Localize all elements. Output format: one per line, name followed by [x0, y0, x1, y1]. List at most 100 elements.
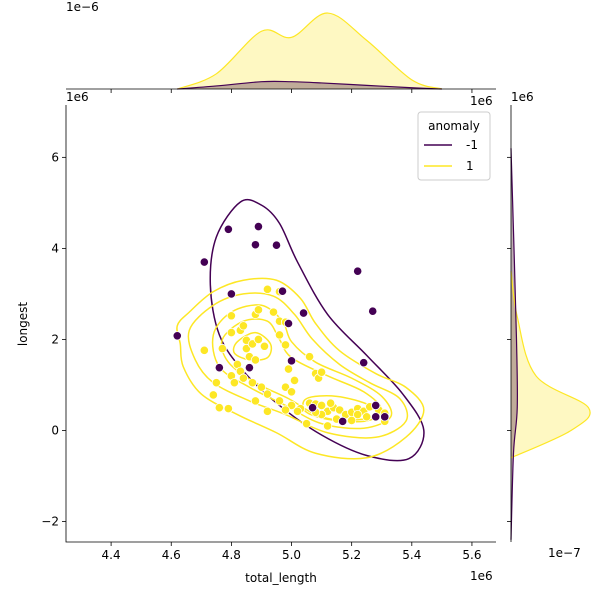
marginal-x-ticks — [110, 89, 473, 93]
x-axis-label: total_length — [245, 571, 317, 585]
scatter-point-minus1 — [338, 416, 348, 426]
y-tick-label: 2 — [51, 332, 59, 346]
scatter-point-1 — [256, 382, 267, 392]
scatter-point-1 — [223, 404, 233, 414]
marginal-y-offset-label: 1e−7 — [548, 546, 581, 560]
kde-contour-1 — [232, 331, 273, 362]
y-tick-label: 0 — [51, 423, 59, 437]
scatter-point-minus1 — [307, 403, 318, 413]
scatter-point-1 — [283, 364, 294, 374]
scatter-point-minus1 — [214, 363, 224, 373]
y-axis-ticks: −2 0 2 4 6 — [41, 150, 66, 529]
scatter-point-minus1 — [371, 400, 381, 411]
scatter-point-1 — [274, 396, 285, 406]
scatter-point-1 — [247, 378, 258, 388]
right-marginal-panel: 1e6 1e−7 — [507, 90, 591, 560]
scatter-point-minus1 — [359, 358, 369, 368]
scatter-point-1 — [316, 367, 327, 377]
y-tick-label: −2 — [41, 515, 59, 529]
scatter-point-1 — [274, 330, 285, 340]
scatter-point-minus1 — [371, 412, 381, 422]
y-axis-offset-label: 1e6 — [66, 90, 89, 104]
marginal-y-ticks — [507, 156, 511, 522]
legend-frame — [417, 111, 491, 181]
legend-label-1: 1 — [466, 159, 474, 173]
scatter-point-minus1 — [380, 412, 390, 422]
scatter-points — [172, 221, 390, 431]
marginal-y-fill-1 — [511, 271, 591, 458]
scatter-point-1 — [238, 373, 249, 383]
scatter-point-1 — [226, 328, 236, 338]
kde-contour-minus1 — [209, 198, 425, 462]
marginal-y-extra-offset-label: 1e6 — [511, 90, 534, 104]
scatter-point-1 — [316, 400, 327, 411]
scatter-point-1 — [286, 387, 297, 397]
scatter-point-1 — [214, 403, 224, 413]
scatter-point-1 — [262, 389, 273, 399]
x-axis-offset-label: 1e6 — [470, 569, 493, 583]
scatter-point-1 — [259, 341, 270, 351]
scatter-point-1 — [238, 321, 249, 331]
x-axis-ticks: 4.4 4.6 4.8 5.0 5.2 5.4 5.6 — [102, 542, 481, 562]
scatter-point-minus1 — [253, 221, 264, 232]
x-tick-label: 5.6 — [462, 548, 481, 562]
scatter-point-1 — [250, 355, 261, 365]
marginal-y-fill-minus1 — [511, 148, 518, 540]
scatter-point-1 — [268, 307, 279, 317]
scatter-point-minus1 — [199, 257, 209, 267]
scatter-point-1 — [323, 421, 333, 431]
marginal-x-fill-1 — [177, 13, 442, 89]
scatter-point-minus1 — [298, 308, 309, 318]
x-tick-label: 4.4 — [102, 548, 121, 562]
scatter-point-1 — [262, 406, 273, 416]
legend: anomaly -1 1 — [417, 111, 491, 181]
y-tick-label: 6 — [51, 150, 59, 164]
main-axes-spines — [65, 105, 496, 543]
marginal-y-line-1 — [510, 271, 591, 459]
scatter-point-minus1 — [277, 286, 288, 296]
scatter-point-1 — [280, 340, 291, 350]
scatter-point-1 — [347, 415, 357, 426]
scatter-point-minus1 — [223, 224, 233, 234]
top-marginal-axis-offset-label: 1e6 — [470, 94, 493, 108]
main-plot-panel: 4.4 4.6 4.8 5.0 5.2 5.4 5.6 −2 0 2 4 6 total_lengt… — [16, 90, 496, 585]
scatter-point-1 — [199, 345, 209, 355]
marginal-y-line-minus1 — [510, 148, 519, 540]
scatter-point-minus1 — [368, 306, 378, 316]
scatter-point-minus1 — [286, 356, 297, 366]
kde-contour-1 — [176, 277, 425, 460]
x-tick-label: 5.2 — [342, 548, 361, 562]
x-tick-label: 4.8 — [222, 548, 241, 562]
scatter-point-1 — [289, 375, 300, 386]
y-axis-label: longest — [16, 302, 30, 347]
marginal-x-line-1 — [177, 12, 443, 90]
scatter-point-1 — [280, 405, 291, 415]
scatter-point-minus1 — [283, 318, 294, 329]
scatter-point-1 — [250, 396, 261, 406]
scatter-point-1 — [286, 400, 297, 411]
x-tick-label: 5.4 — [402, 548, 421, 562]
legend-title: anomaly — [428, 119, 480, 133]
scatter-point-1 — [247, 339, 258, 349]
x-tick-label: 5.0 — [282, 548, 301, 562]
scatter-point-1 — [301, 419, 312, 429]
scatter-point-1 — [262, 284, 273, 294]
scatter-point-1 — [362, 412, 372, 422]
scatter-point-1 — [226, 311, 236, 321]
scatter-point-1 — [326, 398, 336, 408]
marginal-x-line-minus1 — [177, 80, 442, 90]
scatter-point-1 — [208, 390, 218, 400]
scatter-point-1 — [241, 343, 252, 354]
y-tick-label: 4 — [51, 241, 59, 255]
scatter-point-1 — [229, 378, 239, 388]
scatter-point-1 — [211, 378, 221, 388]
scatter-point-1 — [353, 409, 363, 420]
top-marginal-panel: 1e−6 — [66, 0, 496, 93]
kde-contour-1 — [211, 304, 393, 430]
scatter-point-1 — [217, 343, 227, 354]
scatter-point-1 — [304, 352, 315, 362]
scatter-point-minus1 — [271, 240, 282, 250]
scatter-point-minus1 — [172, 331, 182, 341]
